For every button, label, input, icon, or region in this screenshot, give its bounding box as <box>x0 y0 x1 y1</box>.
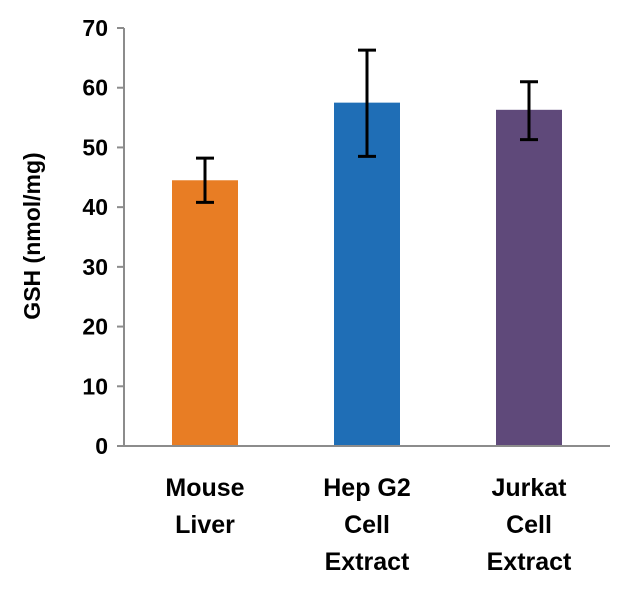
category-label: Jurkat <box>491 474 567 502</box>
category-label: Mouse <box>165 474 244 502</box>
category-labels: Mouse Liver Hep G2 Cell Extract Jurkat Cell Ext… <box>165 474 572 576</box>
y-tick-label: 50 <box>82 134 108 160</box>
error-bar <box>520 80 538 142</box>
category-label: Extract <box>487 548 572 576</box>
category-label: Liver <box>175 511 235 539</box>
error-bars-group <box>196 48 538 204</box>
y-axis-ticks: 0 10 20 30 40 50 60 70 <box>82 15 124 459</box>
category-label: Hep G2 <box>323 474 411 502</box>
y-tick-label: 40 <box>82 194 108 220</box>
bars-group <box>172 102 562 447</box>
error-bar <box>358 48 376 158</box>
y-tick-label: 10 <box>82 373 108 399</box>
y-axis-title: GSH (nmol/mg) <box>19 152 45 319</box>
category-label: Cell <box>344 511 390 539</box>
bar <box>172 180 238 446</box>
bar <box>496 109 562 447</box>
y-tick-label: 30 <box>82 254 108 280</box>
y-tick-label: 60 <box>82 75 108 101</box>
category-label: Cell <box>506 511 552 539</box>
y-tick-label: 0 <box>95 433 108 459</box>
error-bar <box>196 156 214 204</box>
y-tick-label: 70 <box>82 15 108 41</box>
bar <box>334 102 400 447</box>
y-tick-label: 20 <box>82 314 108 340</box>
category-label: Extract <box>325 548 410 576</box>
